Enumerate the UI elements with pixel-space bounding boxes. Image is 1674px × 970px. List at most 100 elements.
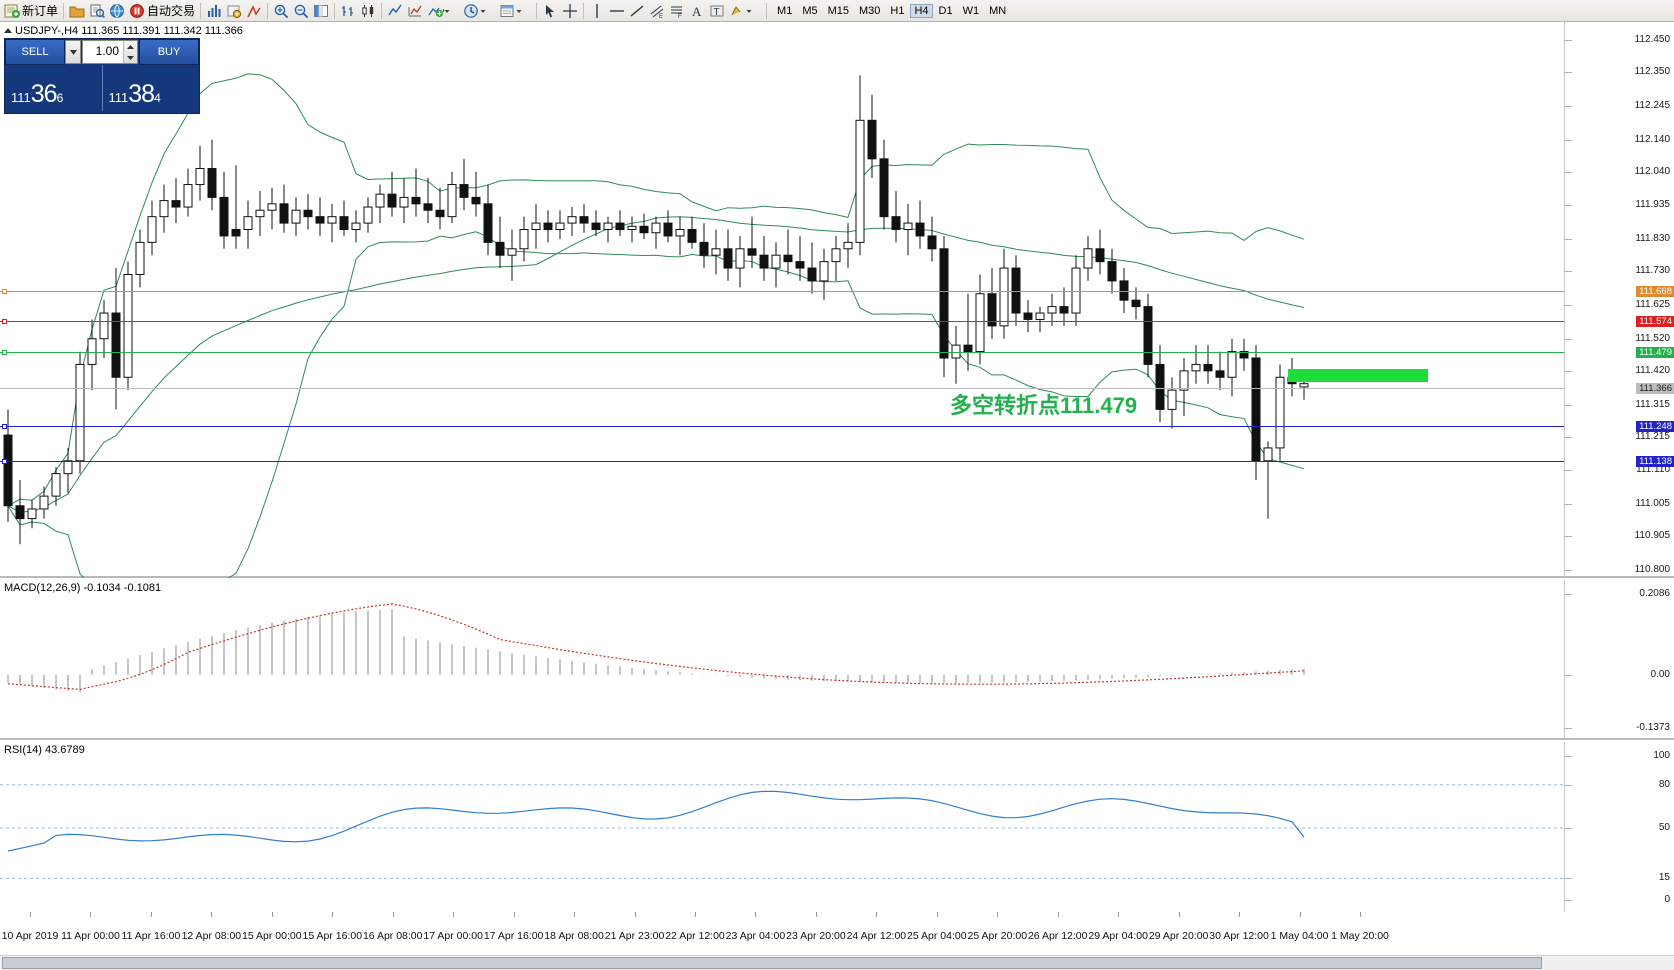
timeframe-h1[interactable]: H1 [890, 4, 905, 17]
time-axis-tick [1239, 912, 1241, 917]
price-chart-canvas[interactable] [0, 22, 1564, 578]
globe-button[interactable] [107, 1, 127, 21]
price-level-line[interactable] [0, 388, 1564, 390]
collapse-triangle-icon[interactable] [4, 28, 12, 33]
timeframe-w1[interactable]: W1 [962, 4, 980, 17]
highlight-rectangle[interactable] [1288, 369, 1428, 382]
trendline-button[interactable] [627, 1, 647, 21]
candle-body [915, 222, 925, 237]
text-button[interactable]: A [687, 1, 707, 21]
candlestick-chart-button[interactable] [358, 1, 378, 21]
chevron-down-icon-2[interactable] [479, 3, 495, 19]
price-level-line[interactable] [0, 426, 1564, 428]
chart-area[interactable]: USDJPY-,H4 111.365 111.391 111.342 111.3… [0, 22, 1674, 970]
zoom-out-button[interactable] [291, 1, 311, 21]
timeframe-d1[interactable]: D1 [938, 4, 953, 17]
rsi-chart-canvas[interactable] [0, 742, 1564, 910]
vertical-line-button[interactable] [587, 1, 607, 21]
chart-shift-button[interactable] [311, 1, 331, 21]
volume-decrease-icon[interactable] [124, 52, 137, 63]
timeframe-m5[interactable]: M5 [802, 4, 818, 17]
toolbar-separator-5 [381, 2, 383, 19]
volume-stepper[interactable] [123, 41, 137, 63]
bar-chart-button[interactable] [338, 1, 358, 21]
rsi-tick-mark [1564, 756, 1572, 757]
new-order-button[interactable]: 新订单 [2, 1, 60, 21]
price-level-handle[interactable] [2, 424, 7, 430]
candle-body [1011, 267, 1021, 314]
chevron-down-icon-4[interactable] [745, 3, 761, 19]
fibonacci-button[interactable]: F [667, 1, 687, 21]
timeframe-group[interactable]: M1 M5 M15 M30 H1 H4 D1 W1 MN [770, 1, 1013, 21]
price-level-handle[interactable] [2, 319, 7, 325]
timeframe-m1[interactable]: M1 [777, 4, 793, 17]
time-axis-tick [936, 912, 938, 917]
buy-button[interactable]: BUY [139, 39, 199, 65]
candle-body [1167, 389, 1177, 410]
horizontal-scrollbar[interactable] [0, 955, 1674, 970]
strategy-tester-button[interactable] [244, 1, 264, 21]
candle-body [123, 273, 133, 378]
price-level-handle[interactable] [2, 349, 7, 355]
folder-button[interactable] [67, 1, 87, 21]
price-tick-mark [1564, 338, 1572, 340]
rsi-pane[interactable]: RSI(14) 43.6789 100 80 50 15 0 [0, 742, 1674, 912]
rsi-tick: 15 [1658, 872, 1670, 884]
text-label-button[interactable]: T [707, 1, 727, 21]
crosshair-button[interactable] [560, 1, 580, 21]
sell-button[interactable]: SELL [5, 39, 65, 65]
time-axis-tick [815, 912, 817, 917]
price-level-line[interactable] [0, 321, 1564, 323]
macd-chart-canvas[interactable] [0, 580, 1564, 738]
expert-advisors-button[interactable] [224, 1, 244, 21]
horizontal-line-button[interactable] [607, 1, 627, 21]
cursor-button[interactable] [540, 1, 560, 21]
candle-body [627, 225, 637, 231]
macd-pane[interactable]: MACD(12,26,9) -0.1034 -0.1081 0.2086 0.00… [0, 580, 1674, 740]
price-tick-mark [1564, 105, 1572, 107]
draw-shapes-button[interactable] [727, 1, 763, 21]
volume-input[interactable]: 1.00 [82, 40, 138, 64]
volume-dropdown-button[interactable] [65, 40, 81, 64]
autotrading-button[interactable]: 自动交易 [127, 1, 197, 21]
price-scale[interactable]: 112.450 112.350 112.245 112.140 112.040 111.9… [1564, 22, 1674, 576]
candle-body [399, 196, 409, 208]
zoom-in-button[interactable] [271, 1, 291, 21]
moving-average-line [7, 216, 1305, 513]
print-preview-button[interactable] [87, 1, 107, 21]
chart-annotation[interactable]: 多空转折点111.479 [950, 393, 1138, 418]
candle-body [1143, 306, 1153, 365]
chevron-down-icon-3[interactable] [515, 3, 531, 19]
macd-scale[interactable]: 0.2086 0.00 -0.1373 [1564, 580, 1674, 738]
timeframe-m15[interactable]: M15 [827, 4, 849, 17]
rsi-tick: 80 [1658, 778, 1670, 790]
period-button[interactable] [461, 1, 497, 21]
timeframe-h4[interactable]: H4 [910, 3, 933, 18]
candle-body [51, 473, 61, 497]
volume-increase-icon[interactable] [124, 41, 137, 52]
price-level-line[interactable] [0, 461, 1564, 463]
time-axis-label: 11 Apr 16:00 [121, 930, 181, 942]
candle-body [951, 344, 961, 359]
indicators-button[interactable] [204, 1, 224, 21]
add-indicator-button[interactable] [425, 1, 461, 21]
price-level-handle[interactable] [2, 459, 7, 465]
chevron-down-icon[interactable] [443, 3, 459, 19]
indicator-list-button[interactable] [405, 1, 425, 21]
line-chart-button[interactable] [385, 1, 405, 21]
one-click-trading-panel[interactable]: SELL 1.00 BUY [4, 38, 200, 114]
rsi-scale[interactable]: 100 80 50 15 0 [1564, 742, 1674, 912]
timeframe-mn[interactable]: MN [989, 4, 1007, 17]
scrollbar-thumb[interactable] [2, 957, 1542, 969]
timeframe-m30[interactable]: M30 [859, 4, 881, 17]
candle-body [1071, 267, 1081, 314]
volume-value[interactable]: 1.00 [95, 44, 119, 58]
candle-body [291, 209, 301, 224]
price-level-handle[interactable] [2, 289, 7, 295]
main-toolbar[interactable]: 新订单 [0, 0, 1674, 22]
price-level-line[interactable] [0, 291, 1564, 293]
price-level-line[interactable] [0, 351, 1564, 353]
templates-button[interactable] [497, 1, 533, 21]
price-pane[interactable]: USDJPY-,H4 111.365 111.391 111.342 111.3… [0, 22, 1674, 578]
equidistant-channel-button[interactable]: E [647, 1, 667, 21]
